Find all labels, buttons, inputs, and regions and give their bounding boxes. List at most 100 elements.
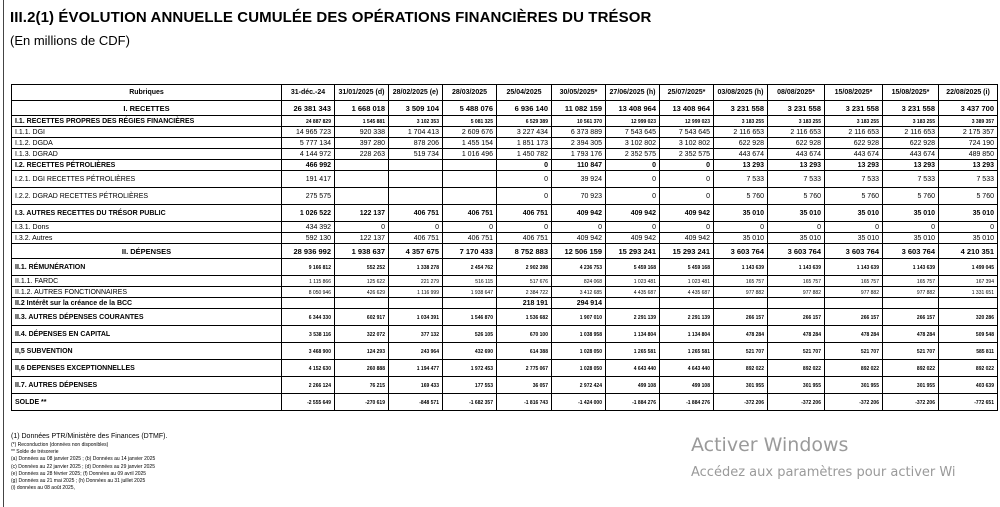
table-cell: 622 928 bbox=[824, 137, 883, 149]
table-cell: -372 206 bbox=[824, 393, 883, 411]
table-cell: 6 529 389 bbox=[496, 115, 552, 127]
table-row: II.2 Intérêt sur la créance de la BCC 218… bbox=[11, 297, 998, 309]
table-cell: 3 538 116 bbox=[281, 325, 335, 343]
table-cell: 4 435 687 bbox=[605, 286, 660, 298]
windows-activation-watermark-text: Accédez aux paramètres pour activer Wi bbox=[691, 465, 956, 480]
table-cell: 0 bbox=[659, 159, 714, 171]
table-cell bbox=[442, 159, 497, 171]
table-cell: 1 115 866 bbox=[281, 275, 335, 287]
table-cell: 13 293 bbox=[713, 159, 768, 171]
table-cell bbox=[388, 187, 443, 205]
table-row: I.3.2. Autres 592 130 122 137 406 751 406 75… bbox=[11, 232, 998, 244]
table-cell: 1 143 639 bbox=[767, 258, 825, 276]
table-cell: 8 050 946 bbox=[281, 286, 335, 298]
table-cell: 1 331 651 bbox=[938, 286, 998, 298]
table-cell: 301 955 bbox=[767, 376, 825, 394]
table-cell: 1 938 637 bbox=[334, 243, 389, 259]
table-cell: 977 882 bbox=[713, 286, 768, 298]
table-cell: 920 338 bbox=[334, 126, 389, 138]
table-cell: 8 752 883 bbox=[496, 243, 552, 259]
table-cell: 892 022 bbox=[713, 359, 768, 377]
table-cell: 0 bbox=[496, 159, 552, 171]
table-cell: 521 707 bbox=[824, 342, 883, 360]
table-row: I.3. AUTRES RECETTES DU TRÉSOR PUBLIC 1 0… bbox=[11, 204, 998, 222]
table-cell: 165 757 bbox=[713, 275, 768, 287]
row-label: I.3. AUTRES RECETTES DU TRÉSOR PUBLIC bbox=[11, 204, 282, 222]
table-cell: 0 bbox=[605, 170, 660, 188]
table-cell: 1 265 581 bbox=[605, 342, 660, 360]
footnote-line: (a) Données au 08 janvier 2025 ; (b) Don… bbox=[11, 456, 156, 463]
table-cell: 266 157 bbox=[824, 308, 883, 326]
table-cell: 4 144 972 bbox=[281, 148, 335, 160]
column-header-date: 30/05/2025* bbox=[551, 84, 606, 101]
footnote-line: ** Solde de trésorerie bbox=[11, 449, 59, 456]
table-cell: 1 023 481 bbox=[659, 275, 714, 287]
table-cell: 478 284 bbox=[824, 325, 883, 343]
table-cell: 122 137 bbox=[334, 204, 389, 222]
table-cell: 3 437 700 bbox=[938, 100, 998, 116]
table-cell: 301 955 bbox=[882, 376, 939, 394]
table-cell: 977 882 bbox=[882, 286, 939, 298]
table-cell: 478 284 bbox=[767, 325, 825, 343]
table-cell: 443 674 bbox=[713, 148, 768, 160]
table-cell: 7 543 645 bbox=[605, 126, 660, 138]
table-cell: 406 751 bbox=[388, 204, 443, 222]
table-cell: 6 373 889 bbox=[551, 126, 606, 138]
table-cell bbox=[388, 159, 443, 171]
table-cell: 478 284 bbox=[882, 325, 939, 343]
table-cell: 7 533 bbox=[767, 170, 825, 188]
table-cell bbox=[334, 187, 389, 205]
table-cell: 3 183 255 bbox=[882, 115, 939, 127]
table-cell: 0 bbox=[659, 170, 714, 188]
table-cell bbox=[938, 297, 998, 309]
row-label: I. RECETTES bbox=[11, 100, 282, 116]
row-label: II.7. AUTRES DÉPENSES bbox=[11, 376, 282, 394]
row-label: II.2 Intérêt sur la créance de la BCC bbox=[11, 297, 282, 309]
table-cell: 552 252 bbox=[334, 258, 389, 276]
table-cell: 1 116 999 bbox=[388, 286, 443, 298]
table-cell: 322 072 bbox=[334, 325, 389, 343]
table-row: II,6 DEPENSES EXCEPTIONNELLES 4 152 630 26… bbox=[11, 359, 998, 377]
table-cell: 1 028 050 bbox=[551, 359, 606, 377]
table-cell: 12 999 023 bbox=[605, 115, 660, 127]
table-cell: 12 999 023 bbox=[659, 115, 714, 127]
row-label: II.1.1. FARDC bbox=[11, 275, 282, 287]
table-cell: 2 972 424 bbox=[551, 376, 606, 394]
table-cell: 1 851 173 bbox=[496, 137, 552, 149]
table-cell: 406 751 bbox=[388, 232, 443, 244]
row-label: II.1.2. AUTRES FONCTIONNAIRES bbox=[11, 286, 282, 298]
table-cell: 266 157 bbox=[713, 308, 768, 326]
table-cell: 443 674 bbox=[882, 148, 939, 160]
table-cell: 167 394 bbox=[938, 275, 998, 287]
table-cell: 3 183 255 bbox=[824, 115, 883, 127]
table-cell: 275 575 bbox=[281, 187, 335, 205]
table-cell: 0 bbox=[605, 187, 660, 205]
table-cell: 521 707 bbox=[882, 342, 939, 360]
table-cell: 5 760 bbox=[824, 187, 883, 205]
table-cell: 6 344 330 bbox=[281, 308, 335, 326]
table-cell: -2 555 649 bbox=[281, 393, 335, 411]
table-cell: 0 bbox=[659, 221, 714, 233]
table-cell: 1 938 647 bbox=[442, 286, 497, 298]
table-cell: 1 026 522 bbox=[281, 204, 335, 222]
table-cell: 5 760 bbox=[713, 187, 768, 205]
table-cell: 165 757 bbox=[824, 275, 883, 287]
column-header-rubriques: Rubriques bbox=[11, 84, 282, 101]
table-cell: 7 543 645 bbox=[659, 126, 714, 138]
table-cell: -1 424 000 bbox=[551, 393, 606, 411]
table-cell: 24 887 829 bbox=[281, 115, 335, 127]
table-cell: 478 284 bbox=[713, 325, 768, 343]
table-cell: 397 280 bbox=[334, 137, 389, 149]
table-cell: 1 134 804 bbox=[605, 325, 660, 343]
table-row: I.2.1. DGI RECETTES PÉTROLIÈRES 191 417 0 3… bbox=[11, 170, 998, 188]
table-cell: 35 010 bbox=[938, 232, 998, 244]
table-cell: 10 561 370 bbox=[551, 115, 606, 127]
table-cell: -372 206 bbox=[767, 393, 825, 411]
table-cell bbox=[281, 297, 335, 309]
table-cell: 70 923 bbox=[551, 187, 606, 205]
table-cell: -1 816 743 bbox=[496, 393, 552, 411]
table-cell: 2 609 676 bbox=[442, 126, 497, 138]
table-cell: 1 455 154 bbox=[442, 137, 497, 149]
table-cell: 5 777 134 bbox=[281, 137, 335, 149]
table-row: II.7. AUTRES DÉPENSES 2 266 124 76 215 169 … bbox=[11, 376, 998, 394]
